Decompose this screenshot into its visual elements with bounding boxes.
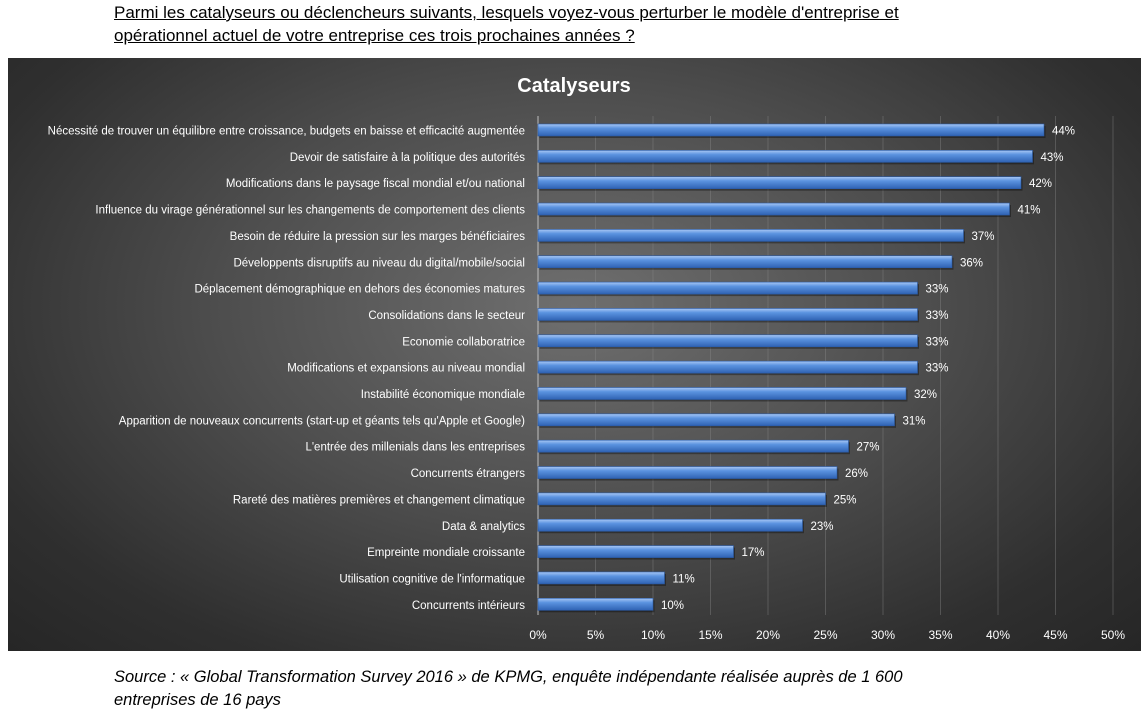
category-label: Apparition de nouveaux concurrents (star…: [119, 415, 525, 427]
x-tick-label: 20%: [756, 628, 780, 642]
value-label: 10%: [661, 600, 684, 612]
value-label: 44%: [1052, 126, 1075, 138]
survey-question: Parmi les catalyseurs ou déclencheurs su…: [114, 1, 1014, 47]
category-label: Déplacement démographique en dehors des …: [194, 284, 525, 296]
x-axis-ticks: 0% 5% 10% 15% 20% 25% 30% 35% 40% 45% 50%: [529, 628, 1125, 642]
value-label: 33%: [926, 284, 949, 296]
value-label: 17%: [742, 547, 765, 559]
value-label: 41%: [1018, 205, 1041, 217]
category-label: Empreinte mondiale croissante: [367, 547, 525, 559]
category-label: Rareté des matières premières et changem…: [233, 494, 525, 506]
bar: [537, 202, 1010, 216]
bar: [537, 360, 918, 374]
category-label: L'entrée des millenials dans les entrepr…: [305, 442, 525, 454]
bar: [537, 466, 838, 479]
bar: [537, 518, 803, 532]
x-tick-label: 0%: [529, 628, 547, 642]
value-label: 33%: [926, 363, 949, 375]
bars: [537, 123, 1046, 613]
value-label: 43%: [1041, 152, 1064, 164]
x-tick-label: 35%: [928, 628, 952, 642]
source-line-1: Source : « Global Transformation Survey …: [114, 668, 903, 686]
value-label: 36%: [960, 257, 983, 269]
category-label: Modifications dans le paysage fiscal mon…: [226, 178, 525, 190]
category-label: Devoir de satisfaire à la politique des …: [290, 152, 525, 164]
category-label: Consolidations dans le secteur: [368, 310, 525, 322]
bar: [537, 255, 953, 269]
bar: [537, 308, 918, 321]
bar: [537, 492, 826, 506]
source-note: Source : « Global Transformation Survey …: [114, 666, 1014, 712]
survey-question-line-2: opérationnel actuel de votre entreprise …: [114, 26, 635, 45]
chart-title: Catalyseurs: [517, 75, 630, 97]
value-label: 42%: [1029, 178, 1052, 190]
category-label: Utilisation cognitive de l'informatique: [339, 573, 525, 585]
x-tick-label: 25%: [813, 628, 837, 642]
category-label: Développents disruptifs au niveau du dig…: [233, 257, 525, 269]
value-label: 33%: [926, 336, 949, 348]
x-tick-label: 40%: [986, 628, 1010, 642]
x-tick-label: 15%: [698, 628, 722, 642]
bar-chart: Catalyseurs Nécessité de trouver un équi…: [48, 75, 1126, 642]
bar: [537, 176, 1022, 189]
category-label: Concurrents étrangers: [411, 468, 526, 480]
value-label: 25%: [834, 494, 857, 506]
survey-question-line-1: Parmi les catalyseurs ou déclencheurs su…: [114, 3, 899, 22]
value-label: 23%: [811, 521, 834, 533]
value-label: 33%: [926, 310, 949, 322]
value-label: 11%: [673, 573, 695, 585]
chart-panel: Catalyseurs Nécessité de trouver un équi…: [8, 58, 1141, 651]
category-label: Concurrents intérieurs: [412, 600, 525, 612]
bar: [537, 545, 734, 558]
source-line-2: entreprises de 16 pays: [114, 691, 281, 709]
value-label: 32%: [914, 389, 937, 401]
category-labels: Nécessité de trouver un équilibre entre …: [48, 126, 526, 612]
x-tick-label: 10%: [641, 628, 665, 642]
value-label: 31%: [903, 415, 926, 427]
bar: [537, 334, 918, 348]
value-label: 26%: [845, 468, 868, 480]
category-label: Instabilité économique mondiale: [361, 389, 525, 401]
category-label: Economie collaboratrice: [402, 336, 525, 348]
x-tick-label: 45%: [1043, 628, 1067, 642]
value-label: 37%: [972, 231, 995, 243]
value-labels: 44% 43% 42% 41% 37% 36% 33% 33% 33% 33% 32% 31% 27% 2…: [661, 126, 1075, 612]
bar: [537, 123, 1045, 137]
category-label: Influence du virage générationnel sur le…: [95, 205, 525, 217]
category-label: Besoin de réduire la pression sur les ma…: [230, 231, 526, 243]
value-label: 27%: [857, 442, 880, 454]
bar: [537, 281, 918, 295]
bar: [537, 571, 665, 585]
bar: [537, 150, 1033, 163]
x-tick-label: 5%: [587, 628, 605, 642]
bar: [537, 597, 654, 611]
category-label: Modifications et expansions au niveau mo…: [287, 363, 525, 375]
bar: [537, 413, 895, 427]
bar: [537, 229, 964, 242]
x-tick-label: 30%: [871, 628, 895, 642]
bar: [537, 387, 907, 400]
bar: [537, 439, 849, 453]
category-label: Data & analytics: [442, 521, 525, 533]
category-label: Nécessité de trouver un équilibre entre …: [48, 126, 525, 138]
x-tick-label: 50%: [1101, 628, 1125, 642]
